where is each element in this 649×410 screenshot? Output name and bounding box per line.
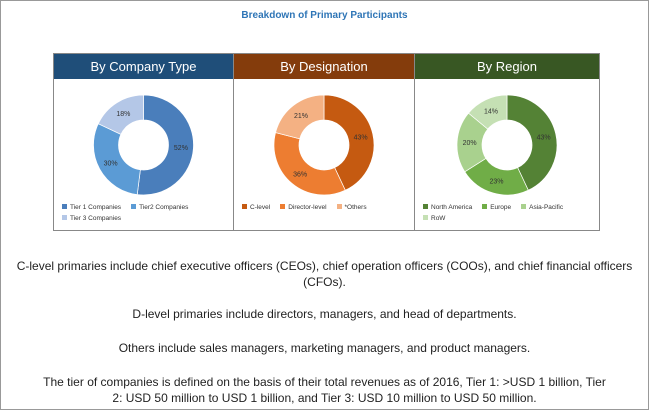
legend-swatch	[336, 204, 342, 209]
panel-company-type: By Company Type 52% 30% 18% Tier 1 Companie…	[53, 53, 234, 231]
legend-swatch	[423, 204, 428, 209]
donut-slice	[506, 94, 558, 191]
panel-header: By Company Type	[54, 54, 233, 79]
data-label: 36%	[293, 171, 307, 178]
donut-slice	[136, 94, 194, 196]
data-label: 20%	[463, 140, 477, 147]
donut-slice	[467, 94, 508, 130]
legend-swatch	[62, 215, 67, 220]
legend-swatch	[280, 204, 286, 209]
legend-item: RoW	[423, 213, 445, 224]
donut-slice	[323, 94, 375, 191]
data-label: 43%	[537, 134, 551, 141]
legend-label: Europe	[490, 204, 512, 211]
legend-item: Tier2 Companies	[131, 202, 188, 213]
legend-label: Tier 1 Companies	[70, 204, 122, 211]
panel-header: By Designation	[234, 54, 414, 79]
legend-label: Asia-Pacific	[529, 204, 564, 211]
data-label: 14%	[484, 109, 498, 116]
data-label: 23%	[490, 179, 504, 186]
legend-item: C-level	[242, 202, 270, 213]
legend-label: C-level	[250, 204, 271, 211]
legend-swatch	[242, 204, 247, 209]
note-others: Others include sales managers, marketing…	[118, 341, 531, 355]
data-label: 21%	[294, 113, 308, 120]
donut-chart: 43% 36% 21%	[273, 94, 375, 196]
data-label: 52%	[174, 145, 188, 152]
legend-label: *Others	[344, 204, 367, 211]
legend-swatch	[423, 215, 428, 220]
data-label: 18%	[116, 111, 130, 118]
legend: Tier 1 Companies Tier2 Companies Tier 3 Co…	[62, 202, 229, 224]
legend-label: RoW	[431, 215, 446, 222]
data-label: 43%	[354, 134, 368, 141]
legend-item: *Others	[336, 202, 367, 213]
legend-swatch	[62, 204, 67, 209]
legend-item: Asia-Pacific	[521, 202, 563, 213]
legend-item: Tier 1 Companies	[62, 202, 121, 213]
main-title: Breakdown of Primary Participants	[241, 10, 408, 21]
legend-label: Tier2 Companies	[139, 204, 189, 211]
legend-item: North America	[423, 202, 472, 213]
legend-swatch	[131, 204, 137, 209]
donut-slice	[273, 132, 346, 196]
panel-designation: By Designation 43% 36% 21% C-level Director-…	[233, 53, 415, 231]
note-d-level: D-level primaries include directors, man…	[132, 307, 517, 321]
panel-header: By Region	[415, 54, 599, 79]
donut-slice	[93, 123, 141, 195]
donut-chart: 52% 30% 18%	[93, 94, 194, 196]
legend-label: Tier 3 Companies	[70, 215, 122, 222]
legend-item: Europe	[482, 202, 511, 213]
legend-label: North America	[431, 204, 473, 211]
donut-slice	[275, 94, 325, 140]
legend-swatch	[521, 204, 527, 209]
panel-region: By Region 43% 23% 20% 14% North America Europ…	[414, 53, 600, 231]
note-tiers: The tier of companies is defined on the …	[43, 375, 606, 405]
note-c-level: C-level primaries include chief executiv…	[16, 259, 633, 289]
legend: C-level Director-level *Others	[242, 202, 410, 213]
legend-label: Director-level	[288, 204, 327, 211]
data-label: 30%	[104, 161, 118, 168]
legend-swatch	[482, 204, 488, 209]
legend-item: Tier 3 Companies	[62, 213, 121, 224]
donut-chart: 43% 23% 20% 14%	[456, 94, 558, 196]
legend: North America Europe Asia-Pacific RoW	[423, 202, 595, 224]
legend-item: Director-level	[280, 202, 327, 213]
donut-slice	[97, 94, 144, 135]
